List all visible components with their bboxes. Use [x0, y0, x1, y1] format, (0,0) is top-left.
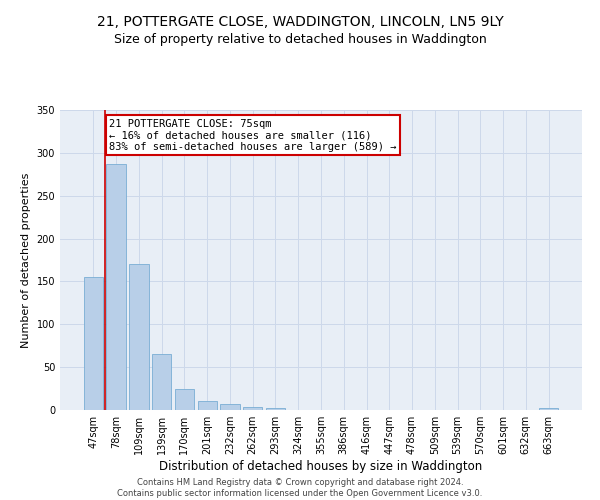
Bar	[84, 277, 103, 410]
Bar	[197, 402, 217, 410]
Bar	[266, 408, 285, 410]
Bar	[220, 404, 239, 410]
Bar	[152, 354, 172, 410]
Text: Size of property relative to detached houses in Waddington: Size of property relative to detached ho…	[113, 32, 487, 46]
Bar	[243, 406, 262, 410]
Text: 21 POTTERGATE CLOSE: 75sqm
← 16% of detached houses are smaller (116)
83% of sem: 21 POTTERGATE CLOSE: 75sqm ← 16% of deta…	[109, 118, 397, 152]
X-axis label: Distribution of detached houses by size in Waddington: Distribution of detached houses by size …	[160, 460, 482, 473]
Y-axis label: Number of detached properties: Number of detached properties	[21, 172, 31, 348]
Bar	[539, 408, 558, 410]
Bar	[175, 388, 194, 410]
Bar	[129, 264, 149, 410]
Bar	[106, 164, 126, 410]
Text: Contains HM Land Registry data © Crown copyright and database right 2024.
Contai: Contains HM Land Registry data © Crown c…	[118, 478, 482, 498]
Text: 21, POTTERGATE CLOSE, WADDINGTON, LINCOLN, LN5 9LY: 21, POTTERGATE CLOSE, WADDINGTON, LINCOL…	[97, 15, 503, 29]
